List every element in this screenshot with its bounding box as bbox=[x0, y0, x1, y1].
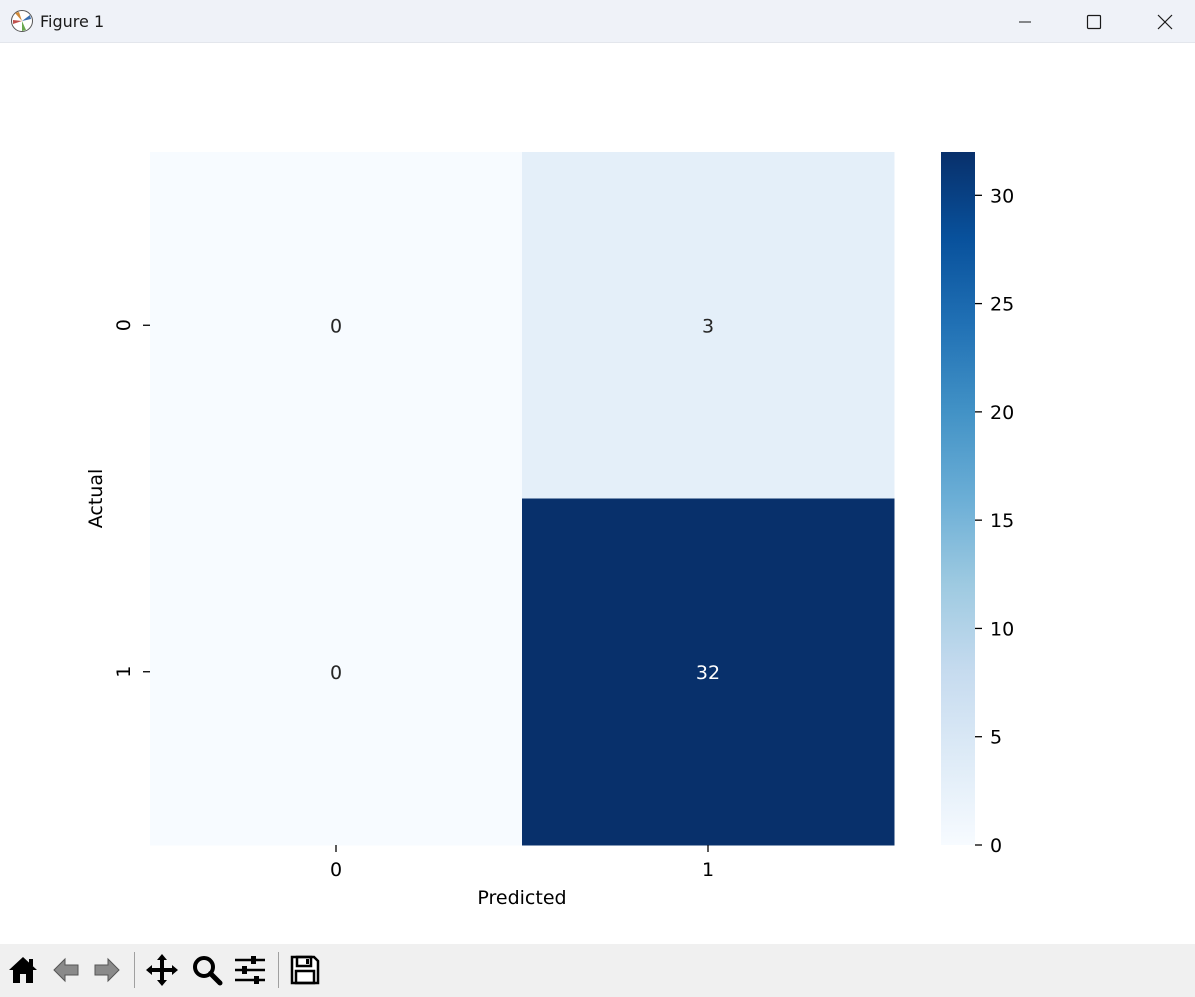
colorbar-tick-label: 10 bbox=[990, 618, 1014, 640]
back-button[interactable] bbox=[46, 950, 86, 990]
heatmap-cell bbox=[150, 498, 523, 846]
close-icon bbox=[1157, 14, 1173, 29]
minimize-button[interactable] bbox=[991, 0, 1059, 43]
toolbar-separator bbox=[134, 952, 135, 988]
colorbar-tick-label: 20 bbox=[990, 402, 1014, 424]
pan-button[interactable] bbox=[142, 950, 182, 990]
figure-canvas[interactable]: 0 3 0 32 0 1 0 1 Predicted Actual 0 5 10 15 20 25 30 bbox=[0, 44, 1195, 943]
y-tick-label: 0 bbox=[113, 319, 135, 331]
colorbar-tick-label: 5 bbox=[990, 727, 1002, 749]
window-titlebar: Figure 1 bbox=[0, 0, 1195, 43]
minimize-icon bbox=[1019, 21, 1031, 22]
x-axis-label: Predicted bbox=[477, 887, 566, 909]
cell-annotation: 3 bbox=[702, 315, 714, 337]
x-tick-label: 0 bbox=[330, 859, 342, 881]
zoom-button[interactable] bbox=[187, 950, 227, 990]
colorbar-tick-label: 25 bbox=[990, 294, 1014, 316]
home-icon bbox=[9, 957, 37, 983]
save-icon bbox=[290, 955, 320, 985]
configure-subplots-button[interactable] bbox=[230, 950, 270, 990]
colorbar bbox=[941, 152, 975, 845]
forward-button[interactable] bbox=[87, 950, 127, 990]
toolbar-separator bbox=[278, 952, 279, 988]
cell-annotation: 32 bbox=[696, 662, 720, 684]
colorbar-tick-label: 0 bbox=[990, 835, 1002, 857]
home-button[interactable] bbox=[3, 950, 43, 990]
cell-annotation: 0 bbox=[330, 315, 342, 337]
y-tick-label: 1 bbox=[113, 666, 135, 678]
forward-icon bbox=[94, 957, 120, 983]
close-button[interactable] bbox=[1131, 0, 1195, 43]
window-title: Figure 1 bbox=[40, 12, 105, 31]
y-axis-label: Actual bbox=[85, 469, 107, 529]
heatmap-cell bbox=[150, 152, 523, 499]
zoom-icon bbox=[193, 956, 223, 986]
maximize-icon bbox=[1086, 14, 1102, 29]
colorbar-tick-label: 30 bbox=[990, 185, 1014, 207]
back-icon bbox=[53, 957, 79, 983]
cell-annotation: 0 bbox=[330, 662, 342, 684]
configure-subplots-icon bbox=[235, 956, 265, 984]
heatmap-cell bbox=[522, 152, 895, 499]
matplotlib-icon bbox=[10, 9, 34, 33]
heatmap-cell bbox=[522, 498, 895, 846]
colorbar-tick-label: 15 bbox=[990, 510, 1014, 532]
x-tick-label: 1 bbox=[702, 859, 714, 881]
save-button[interactable] bbox=[285, 950, 325, 990]
navigation-toolbar bbox=[0, 944, 1195, 997]
maximize-button[interactable] bbox=[1060, 0, 1128, 43]
pan-icon bbox=[146, 954, 178, 986]
